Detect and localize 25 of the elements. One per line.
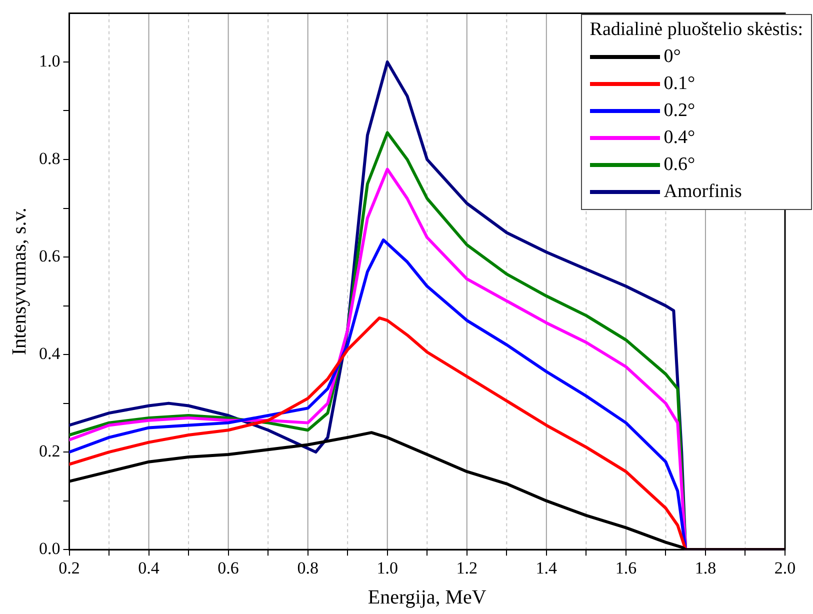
x-tick-label: 1.4 [536, 558, 558, 578]
legend-label: 0° [664, 46, 681, 68]
legend-label: 0.4° [664, 126, 696, 149]
y-tick-label: 0.2 [39, 442, 60, 461]
x-tick-label: 1.0 [376, 558, 398, 578]
x-tick-label: 1.8 [694, 558, 716, 578]
legend-label: 0.1° [664, 72, 696, 95]
x-tick-label: 2.0 [774, 558, 796, 578]
y-tick-label: 1.0 [39, 51, 60, 70]
x-tick-label: 0.8 [297, 558, 318, 578]
legend-label: 0.2° [664, 100, 696, 122]
x-tick-label: 1.2 [456, 558, 478, 578]
legend-label: Amorfinis [664, 180, 742, 203]
y-tick-label: 0.0 [39, 539, 60, 558]
legend-title: Radialinė pluoštelio skėstis: [590, 19, 803, 42]
x-tick-label: 1.6 [615, 558, 637, 578]
x-axis-title: Energija, MeV [368, 586, 487, 608]
x-tick-label: 0.2 [58, 558, 80, 578]
y-axis-title: Intensyvumas, s.v. [8, 208, 30, 356]
x-tick-label: 0.4 [138, 558, 160, 578]
x-tick-label: 0.6 [218, 558, 239, 578]
y-tick-label: 0.4 [39, 344, 61, 364]
legend-label: 0.6° [664, 154, 696, 176]
y-tick-label: 0.6 [39, 246, 60, 266]
y-tick-label: 0.8 [39, 148, 60, 168]
